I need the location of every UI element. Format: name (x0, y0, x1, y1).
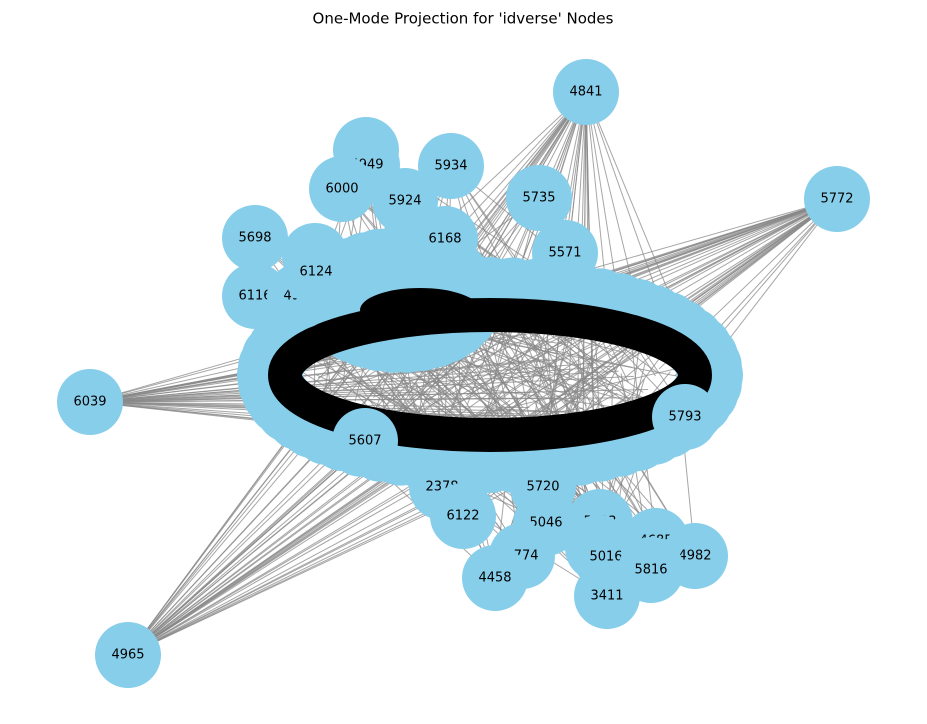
node (532, 220, 598, 286)
node-label: 6116 (238, 289, 271, 304)
node-label: 3411 (590, 589, 623, 604)
edge (563, 198, 838, 403)
node-label: 5934 (434, 159, 467, 174)
node-label: 5735 (522, 191, 555, 206)
node-label: 4841 (569, 85, 602, 100)
nodes: 4841577260394965603649496000593459245735… (57, 59, 870, 688)
edge (554, 198, 838, 387)
node (412, 206, 478, 272)
edge (127, 412, 326, 656)
node-label: 5571 (548, 246, 581, 261)
node (309, 156, 375, 222)
edge (127, 323, 373, 656)
node (652, 384, 718, 450)
node-label: 5924 (388, 194, 421, 209)
node-label: 6039 (73, 395, 106, 410)
node (430, 483, 496, 549)
node (95, 622, 161, 688)
node (418, 133, 484, 199)
node-label: 6168 (428, 232, 461, 247)
node (618, 537, 684, 603)
cluster-labels (360, 288, 480, 332)
node-label: 5016 (589, 550, 622, 565)
node-label: 4965 (111, 648, 144, 663)
node-label: 6124 (299, 265, 332, 280)
node (283, 239, 349, 305)
edge (127, 350, 467, 656)
node-label: 6000 (325, 182, 358, 197)
edge (451, 91, 587, 410)
node-label: 5046 (529, 516, 562, 531)
cluster-labels (268, 298, 712, 452)
node-label: 4982 (678, 549, 711, 564)
node (462, 545, 528, 611)
node-label: 5607 (348, 434, 381, 449)
node-label: 6122 (446, 509, 479, 524)
graph-title: One-Mode Projection for 'idverse' Nodes (313, 10, 614, 28)
node-label: 5772 (820, 192, 853, 207)
node (804, 166, 870, 232)
node (553, 59, 619, 125)
node (506, 165, 572, 231)
node-label: 5793 (668, 410, 701, 425)
node-label: 5698 (238, 231, 271, 246)
node (332, 408, 398, 474)
node-label: 4458 (478, 571, 511, 586)
node (57, 369, 123, 435)
node (222, 205, 288, 271)
dense-cluster (237, 227, 743, 493)
node-label: 5816 (634, 563, 667, 578)
edge (89, 388, 390, 403)
